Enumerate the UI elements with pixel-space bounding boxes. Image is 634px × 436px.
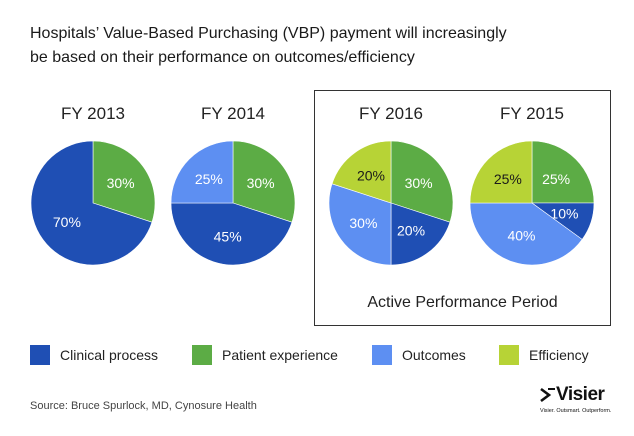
pie-slice-outcomes [328, 183, 392, 266]
pie-slice-patient-experience [232, 140, 296, 223]
pie-label-clinical-process: 70% [53, 214, 81, 230]
legend-item-patient-experience: Patient experience [192, 345, 338, 365]
pie-chart-fy2014: 30% 45% 25% [170, 140, 296, 266]
legend-label-efficiency: Efficiency [529, 347, 589, 363]
legend-swatch-clinical-process [30, 345, 50, 365]
pie-label-patient-experience: 30% [107, 175, 135, 191]
legend-label-clinical-process: Clinical process [60, 347, 159, 363]
logo-wordmark: Visier [556, 384, 605, 405]
pie-label-outcomes: 25% [195, 171, 223, 187]
pie-slice-outcomes [469, 202, 583, 266]
pie-label-outcomes: 40% [507, 227, 535, 243]
visier-logo: Visier Visier. Outsmart. Outperform. [540, 384, 620, 420]
logo-tagline: Visier. Outsmart. Outperform. [540, 408, 612, 414]
pie-label-clinical-process: 20% [397, 223, 425, 239]
pie-title-fy2015: FY 2015 [500, 104, 564, 123]
legend-item-efficiency: Efficiency [499, 345, 589, 365]
legend: Clinical process Patient experience Outc… [30, 345, 630, 365]
title-line-1: Hospitals’ Value-Based Purchasing (VBP) … [30, 25, 507, 42]
legend-swatch-efficiency [499, 345, 519, 365]
legend-label-outcomes: Outcomes [402, 347, 466, 363]
pie-label-patient-experience: 30% [405, 175, 433, 191]
pie-slice-efficiency [331, 140, 392, 204]
pie-label-efficiency: 25% [494, 171, 522, 187]
legend-swatch-patient-experience [192, 345, 212, 365]
pie-slice-clinical-process [30, 140, 153, 266]
chart-title: Hospitals’ Value-Based Purchasing (VBP) … [30, 22, 620, 70]
pie-chart-fy2013: 30% 70% [30, 140, 156, 266]
pie-title-fy2016: FY 2016 [359, 104, 423, 123]
pie-label-clinical-process: 10% [550, 206, 578, 222]
pie-label-patient-experience: 25% [542, 171, 570, 187]
legend-item-outcomes: Outcomes [372, 345, 466, 365]
source-note: Source: Bruce Spurlock, MD, Cynosure Hea… [30, 400, 257, 412]
pie-slice-clinical-process [170, 202, 293, 266]
legend-label-patient-experience: Patient experience [222, 347, 338, 363]
pie-slice-patient-experience [390, 140, 454, 223]
pie-slice-efficiency [469, 140, 533, 204]
active-performance-period-box [314, 90, 611, 326]
visier-chevron-icon [540, 387, 555, 403]
legend-swatch-outcomes [372, 345, 392, 365]
legend-item-clinical-process: Clinical process [30, 345, 158, 365]
pie-label-outcomes: 30% [349, 215, 377, 231]
pie-chart-fy2016: 30% 20% 30% 20% [328, 140, 454, 266]
pie-title-fy2014: FY 2014 [201, 104, 265, 123]
pie-slice-patient-experience [92, 140, 156, 223]
pie-slice-patient-experience [531, 140, 595, 204]
pie-label-patient-experience: 30% [247, 175, 275, 191]
active-period-label: Active Performance Period [367, 294, 558, 311]
pie-chart-fy2015: 25% 10% 40% 25% [469, 140, 595, 266]
pie-label-efficiency: 20% [357, 167, 385, 183]
pie-slice-outcomes [170, 140, 234, 204]
pie-label-clinical-process: 45% [214, 229, 242, 245]
pie-slice-clinical-process [390, 202, 451, 266]
title-line-2: be based on their performance on outcome… [30, 49, 415, 66]
pie-title-fy2013: FY 2013 [61, 104, 125, 123]
